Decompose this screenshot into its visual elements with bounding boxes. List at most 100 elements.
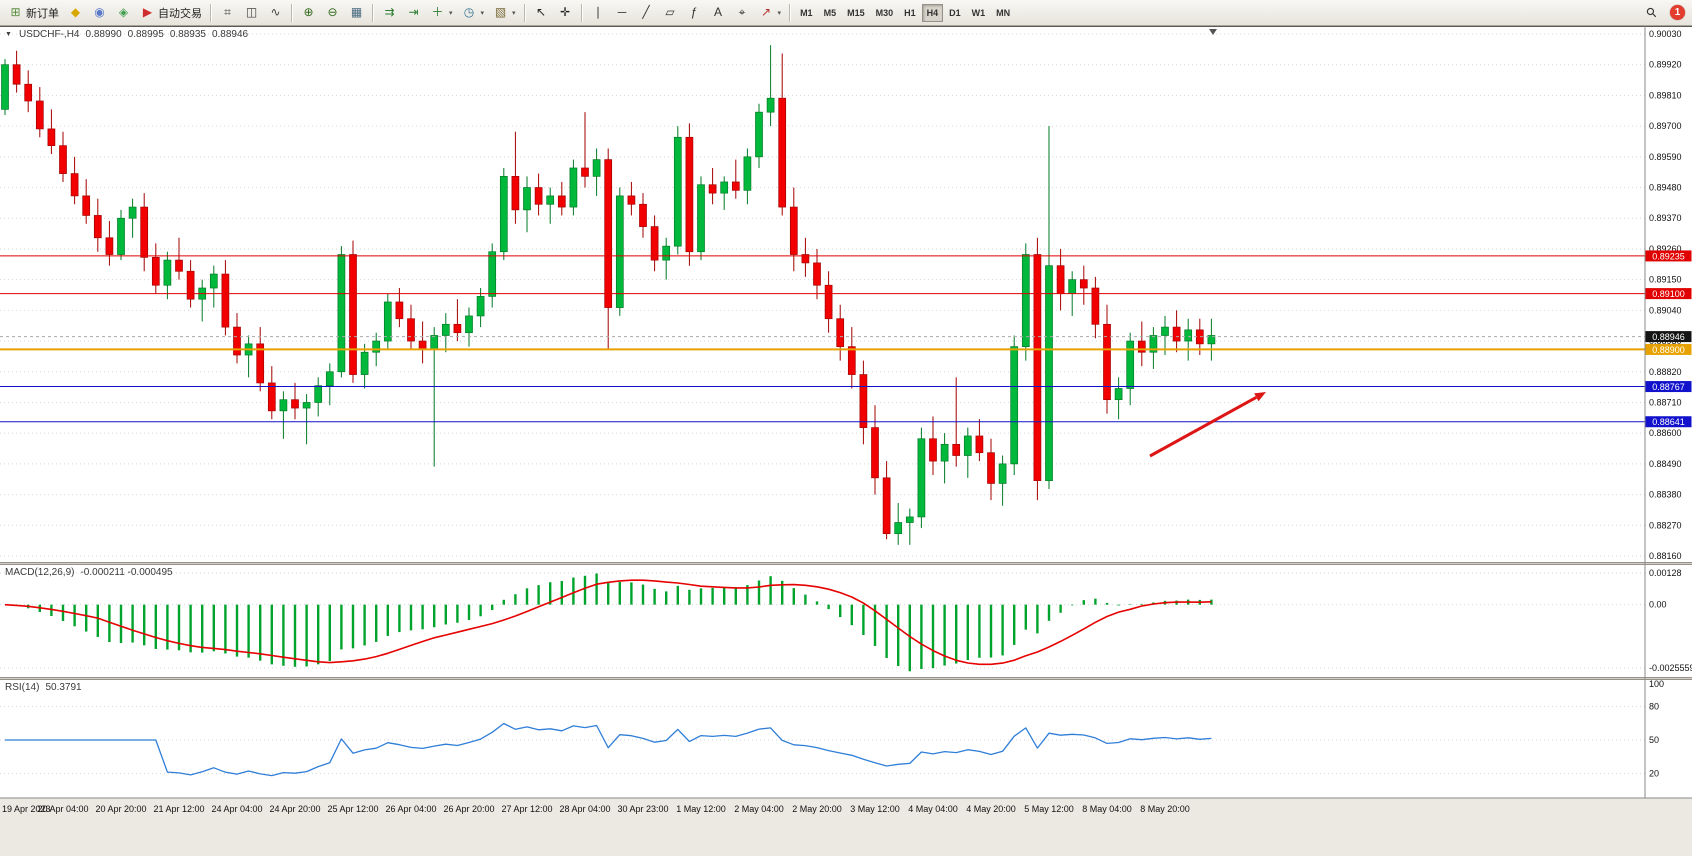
text-button[interactable]: A <box>707 2 730 24</box>
svg-text:27 Apr 12:00: 27 Apr 12:00 <box>501 804 552 814</box>
zoom-in-icon: ⊕ <box>303 5 314 19</box>
timeframe-h1-button[interactable]: H1 <box>904 7 916 18</box>
svg-text:0.88900: 0.88900 <box>1652 345 1685 355</box>
toolbar-separator <box>372 3 374 22</box>
zoom-out-icon: ⊖ <box>327 5 338 19</box>
navigator-icon: ◈ <box>118 5 129 19</box>
svg-text:20 Apr 04:00: 20 Apr 04:00 <box>37 804 88 814</box>
toolbar-separator <box>580 3 583 22</box>
chart-area: 0.90030 0.89920 0.89810 0.89700 0.89590 0.894… <box>0 26 1692 856</box>
templates-icon: ▧ <box>494 5 507 19</box>
candlestick-chart-icon: ◫ <box>245 5 258 19</box>
arrow-objects-icon: ↗ <box>761 5 772 19</box>
dropdown-caret-icon[interactable]: ▾ <box>480 9 485 17</box>
crosshair-button[interactable]: ✛ <box>554 2 577 24</box>
svg-text:0.00: 0.00 <box>1649 600 1667 610</box>
timeframe-m15-button[interactable]: M15 <box>847 7 865 18</box>
cursor-button[interactable]: ↖ <box>530 2 553 24</box>
svg-text:0.89260: 0.89260 <box>1649 244 1682 254</box>
chart-profiles-button[interactable]: ◆ <box>64 2 87 24</box>
timeframe-d1-button[interactable]: D1 <box>949 7 961 18</box>
candlestick-chart-button[interactable]: ◫ <box>240 2 263 24</box>
timeframe-h4-button[interactable]: H4 <box>921 3 944 22</box>
navigator-button[interactable]: ◈ <box>112 2 135 24</box>
svg-text:4 May 20:00: 4 May 20:00 <box>966 804 1016 814</box>
periods-button[interactable]: ◷ ▾ <box>458 2 489 24</box>
svg-text:30 Apr 23:00: 30 Apr 23:00 <box>617 804 668 814</box>
chart-shift-button[interactable]: ⇥ <box>402 2 425 24</box>
zoom-in-button[interactable]: ⊕ <box>297 2 320 24</box>
chart-canvas[interactable]: 0.90030 0.89920 0.89810 0.89700 0.89590 0.894… <box>0 26 1692 856</box>
new-order-icon: ⊞ <box>10 5 21 19</box>
timeframe-m30-button[interactable]: M30 <box>875 7 894 18</box>
horizontal-line-button[interactable]: ─ <box>611 2 634 24</box>
vertical-line-button[interactable]: ∣ <box>587 2 610 24</box>
svg-text:0.88641: 0.88641 <box>1652 417 1685 427</box>
new-order-button-label: 新订单 <box>26 7 59 20</box>
timeframe-mn-button[interactable]: MN <box>996 7 1011 18</box>
dropdown-caret-icon[interactable]: ▾ <box>777 9 782 17</box>
label-button[interactable]: ⌖ <box>731 2 754 24</box>
svg-text:0.88710: 0.88710 <box>1649 397 1682 407</box>
chart-shift-marker <box>1209 29 1217 35</box>
svg-text:0.88490: 0.88490 <box>1649 459 1682 469</box>
templates-button[interactable]: ▧ ▾ <box>489 2 520 24</box>
crosshair-icon: ✛ <box>560 5 571 19</box>
chart-shift-icon: ⇥ <box>408 5 419 19</box>
tile-windows-button[interactable]: ▦ <box>345 2 368 24</box>
new-order-button[interactable]: ⊞ 新订单 <box>4 2 63 24</box>
line-chart-button[interactable]: ∿ <box>264 2 287 24</box>
svg-text:0.88270: 0.88270 <box>1649 520 1682 530</box>
dropdown-caret-icon[interactable]: ▾ <box>449 9 453 17</box>
toolbar-right: ⚲ 1 <box>1640 2 1688 24</box>
svg-text:8 May 20:00: 8 May 20:00 <box>1140 804 1190 814</box>
zoom-out-button[interactable]: ⊖ <box>321 2 344 24</box>
svg-text:-0.0025559: -0.0025559 <box>1649 663 1692 673</box>
svg-text:0.89150: 0.89150 <box>1649 275 1682 285</box>
svg-text:0.89920: 0.89920 <box>1649 60 1682 70</box>
auto-trading-icon: ▶ <box>142 5 153 19</box>
auto-scroll-button[interactable]: ⇉ <box>378 2 401 24</box>
data-window-button[interactable]: ◉ <box>88 2 111 24</box>
timeframe-m1-button[interactable]: M1 <box>800 7 813 18</box>
svg-text:20: 20 <box>1649 769 1659 779</box>
macd-signal-line <box>4 579 1212 666</box>
notifications-badge[interactable]: 1 <box>1670 5 1685 20</box>
svg-text:0.00128: 0.00128 <box>1649 568 1682 578</box>
svg-text:0.88600: 0.88600 <box>1649 428 1682 438</box>
trendline-button[interactable]: ╱ <box>635 2 658 24</box>
svg-text:8 May 04:00: 8 May 04:00 <box>1082 804 1132 814</box>
text-label-icon: ⌖ <box>738 5 746 19</box>
svg-text:20 Apr 20:00: 20 Apr 20:00 <box>95 804 146 814</box>
svg-text:5 May 12:00: 5 May 12:00 <box>1024 804 1074 814</box>
auto-trading-button[interactable]: ▶ 自动交易 <box>136 2 206 24</box>
svg-text:3 May 12:00: 3 May 12:00 <box>850 804 900 814</box>
timeframe-m5-button[interactable]: M5 <box>823 7 837 18</box>
tile-windows-icon: ▦ <box>350 5 363 19</box>
arrows-button[interactable]: ↗ ▾ <box>755 2 786 24</box>
macd-histogram <box>15 573 1213 672</box>
toolbar: ⊞ 新订单 ◆ ◉ ◈ ▶ 自动交易 ⌗ ◫ ∿ ⊕ ⊖ ▦ ⇉ ⇥ ＋ ▾ ◷ ▾ ▧ ▾ ↖ ✛ ∣ ─ ╱ ▱ ƒ A ⌖ ↗ ▾ M1 M… <box>0 0 1692 26</box>
svg-text:0.88820: 0.88820 <box>1649 367 1682 377</box>
line-chart-icon: ∿ <box>270 5 281 19</box>
svg-text:24 Apr 04:00: 24 Apr 04:00 <box>211 804 262 814</box>
bar-chart-button[interactable]: ⌗ <box>216 2 239 24</box>
text-icon: A <box>714 5 723 19</box>
toolbar-separator <box>210 3 212 22</box>
svg-text:24 Apr 20:00: 24 Apr 20:00 <box>269 804 320 814</box>
cursor-icon: ↖ <box>536 5 547 19</box>
indicators-button[interactable]: ＋ ▾ <box>426 2 457 24</box>
toolbar-separator <box>523 3 526 22</box>
svg-text:1 May 12:00: 1 May 12:00 <box>676 804 726 814</box>
svg-text:26 Apr 20:00: 26 Apr 20:00 <box>443 804 494 814</box>
toolbar-separator <box>789 3 792 22</box>
fibonacci-icon: ƒ <box>690 5 698 19</box>
svg-text:0.89040: 0.89040 <box>1649 305 1682 315</box>
timeframe-w1-button[interactable]: W1 <box>971 7 986 18</box>
channel-icon: ▱ <box>665 5 675 19</box>
search-button[interactable]: ⚲ <box>1640 2 1663 24</box>
channel-button[interactable]: ▱ <box>659 2 682 24</box>
dropdown-caret-icon[interactable]: ▾ <box>512 9 516 17</box>
fibonacci-button[interactable]: ƒ <box>683 2 706 24</box>
